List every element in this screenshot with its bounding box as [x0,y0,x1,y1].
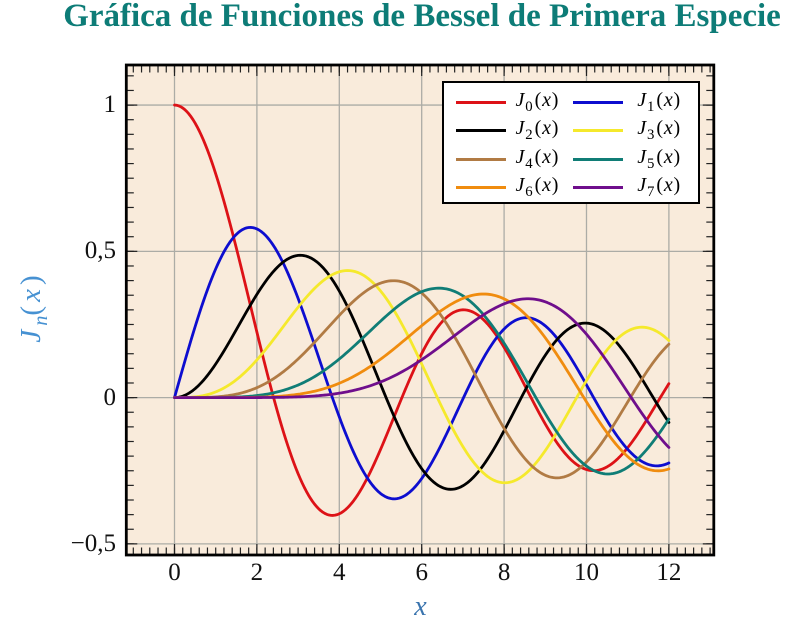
legend-line-j3 [572,129,623,133]
legend-label-j2: J2 (x) [515,117,560,144]
x-axis-label: x [414,591,427,622]
x-tick-label-6: 6 [415,559,428,586]
plot-frame [124,63,716,557]
legend-entry-j0: J0 (x) [444,88,571,117]
legend-entry-j5: J5 (x) [571,145,698,174]
legend-line-j6 [455,186,506,190]
legend-label-j1: J1 (x) [637,88,681,115]
x-tick-label-10: 10 [573,559,599,586]
series-curve-j7 [173,297,671,449]
legend-label-j4: J4 (x) [515,145,560,172]
series-curve-j3 [173,269,671,485]
legend: J0 (x) J1 (x) J2 (x) J3 (x) J4 (x) J5 (x) J6 (x) J7 (x) [441,81,700,204]
legend-entry-j6: J6 (x) [444,174,571,203]
y-tick-label--0.5: −0,5 [70,529,116,557]
x-tick-label-8: 8 [497,559,511,586]
y-tick-label-0: 0 [103,383,117,411]
legend-label-j5: J5 (x) [637,145,681,172]
legend-line-j0 [455,100,506,104]
series-curve-j1 [173,226,671,501]
legend-label-j6: J6 (x) [515,174,560,201]
legend-line-j4 [455,157,506,161]
legend-line-j5 [572,157,623,161]
x-tick-label-0: 0 [168,559,181,586]
legend-label-j3: J3 (x) [637,117,681,144]
legend-label-j7: J7 (x) [637,174,681,201]
x-tick-label-12: 12 [656,559,682,586]
y-tick-label-1: 1 [103,91,117,119]
series-curve-j0 [173,103,671,517]
legend-line-j7 [572,186,623,190]
x-tick-label-4: 4 [333,559,346,586]
chart-title: Gráfica de Funciones de Bessel de Primer… [63,0,781,34]
series-curve-j2 [173,253,671,491]
y-axis-label: Jn(x) [14,270,52,343]
legend-entry-j2: J2 (x) [444,117,571,146]
legend-label-j0: J0 (x) [515,88,560,115]
y-tick-label-0.5: 0,5 [84,237,116,265]
series-curve-j5 [173,286,671,476]
legend-line-j2 [455,129,506,133]
legend-line-j1 [572,100,623,104]
x-tick-label-2: 2 [250,559,264,586]
legend-entry-j4: J4 (x) [444,145,571,174]
legend-entry-j1: J1 (x) [571,88,698,117]
legend-entry-j3: J3 (x) [571,117,698,146]
legend-entry-j7: J7 (x) [571,174,698,203]
